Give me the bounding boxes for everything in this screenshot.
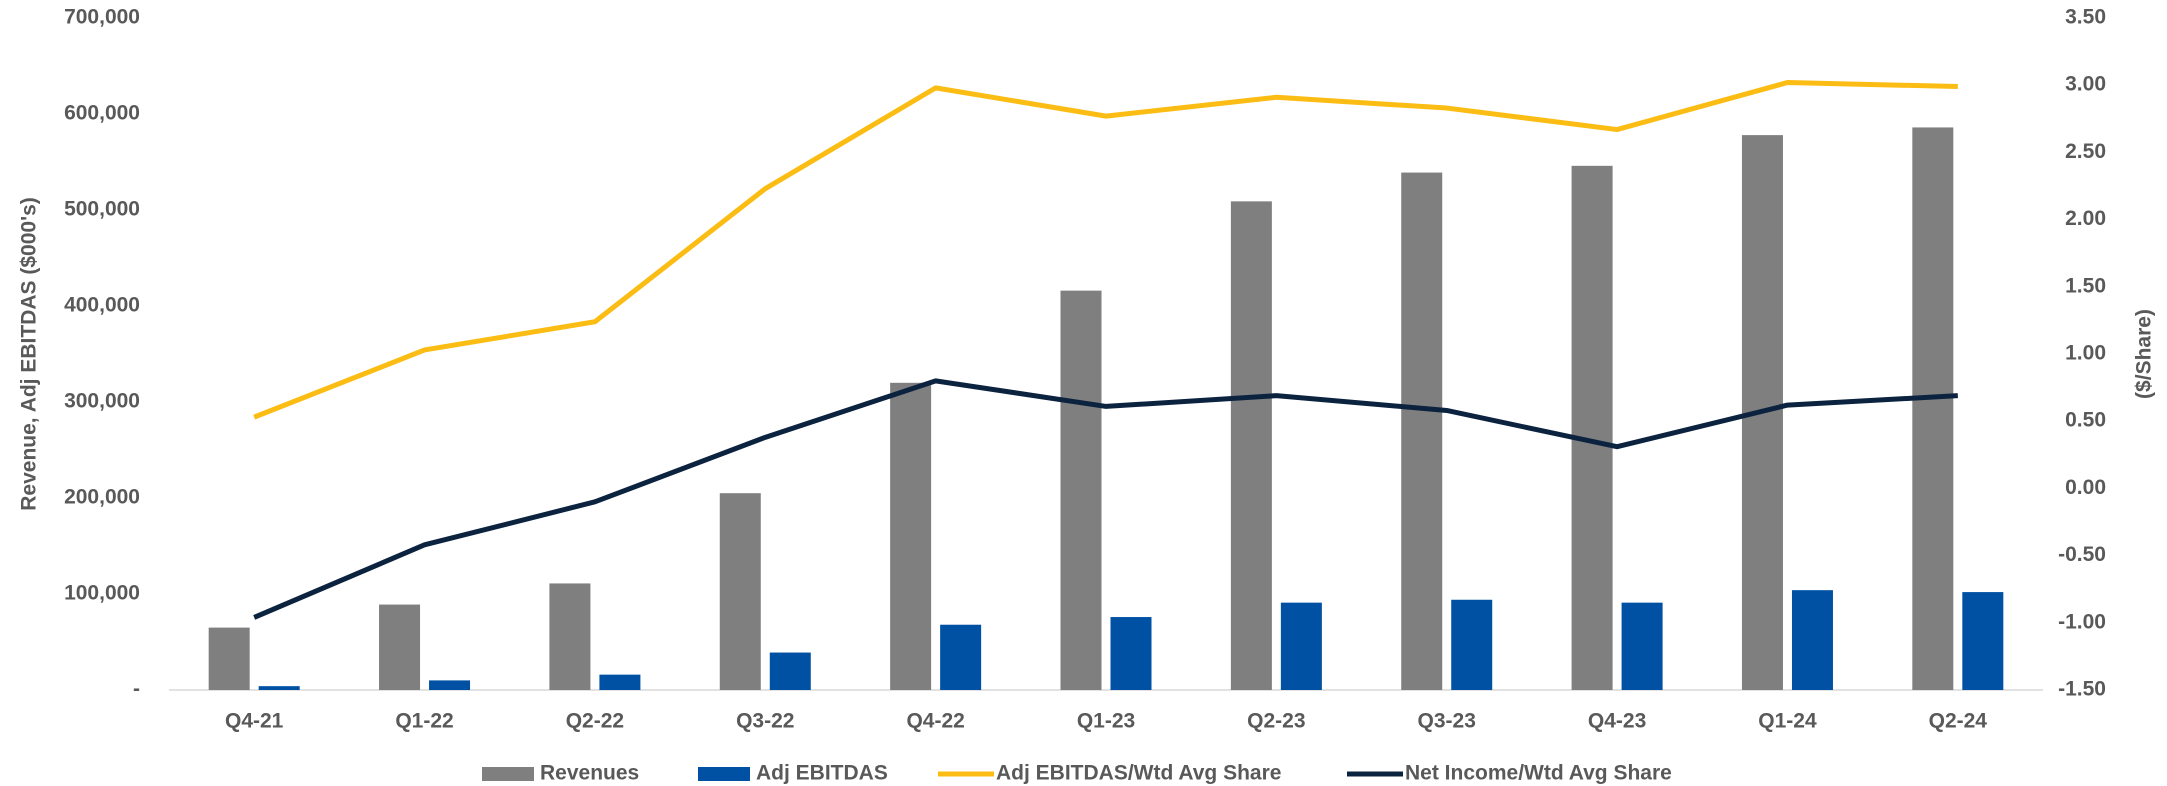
bar	[549, 583, 591, 690]
x-tick-label: Q4-22	[906, 710, 964, 733]
x-tick-label: Q1-24	[1758, 710, 1817, 733]
bar	[258, 686, 300, 690]
bar	[1962, 592, 2004, 690]
x-tick-label: Q2-23	[1247, 710, 1305, 733]
legend-label: Revenues	[540, 762, 639, 785]
legend-label: Net Income/Wtd Avg Share	[1405, 762, 1672, 785]
bar	[429, 680, 471, 690]
bar	[1060, 290, 1102, 690]
line-series	[253, 378, 1958, 620]
bar	[890, 382, 932, 690]
y-tick-label: -	[133, 678, 140, 701]
x-tick-label: Q3-23	[1418, 710, 1476, 733]
y2-tick-label: -1.50	[2058, 678, 2106, 701]
x-tick-label: Q4-21	[225, 710, 284, 733]
line-series	[253, 80, 1958, 420]
bar	[769, 652, 811, 690]
y-tick-label: 300,000	[64, 390, 140, 413]
bar	[1451, 599, 1493, 690]
x-tick-label: Q1-23	[1077, 710, 1135, 733]
y2-tick-label: 0.50	[2065, 409, 2106, 432]
bar	[379, 604, 421, 690]
y-tick-label: 200,000	[64, 486, 140, 509]
y2-axis-title: ($/Share)	[2133, 309, 2156, 399]
bar	[1401, 172, 1443, 690]
x-tick-label: Q4-23	[1588, 710, 1646, 733]
y-tick-label: 100,000	[64, 582, 140, 605]
y2-tick-label: 1.50	[2065, 274, 2106, 297]
y2-tick-label: 1.00	[2065, 342, 2106, 365]
bar	[1230, 201, 1272, 691]
x-tick-label: Q2-22	[566, 710, 624, 733]
bar	[1571, 165, 1613, 691]
y2-tick-label: -0.50	[2058, 543, 2106, 566]
bar	[1791, 590, 1833, 690]
y2-tick-label: -1.00	[2058, 610, 2106, 633]
x-tick-label: Q2-24	[1929, 710, 1988, 733]
x-tick-label: Q1-22	[395, 710, 453, 733]
y2-tick-label: 2.50	[2065, 140, 2106, 163]
legend-label: Adj EBITDAS/Wtd Avg Share	[996, 762, 1281, 785]
bar	[1621, 602, 1663, 690]
bar	[1280, 602, 1322, 690]
y2-tick-label: 0.00	[2065, 476, 2106, 499]
y-tick-label: 700,000	[64, 6, 140, 29]
bar	[940, 624, 982, 690]
y2-tick-label: 3.00	[2065, 73, 2106, 96]
bar	[719, 493, 761, 690]
y2-tick-label: 3.50	[2065, 6, 2106, 29]
y-tick-label: 400,000	[64, 294, 140, 317]
legend-swatch	[698, 767, 750, 781]
y2-tick-label: 2.00	[2065, 207, 2106, 230]
bar	[1110, 617, 1152, 690]
legend-swatch	[482, 767, 534, 781]
y-tick-label: 600,000	[64, 102, 140, 125]
x-tick-label: Q3-22	[736, 710, 794, 733]
bar	[599, 674, 641, 690]
legend-label: Adj EBITDAS	[756, 762, 888, 785]
bar	[1912, 127, 1954, 690]
y-tick-label: 500,000	[64, 198, 140, 221]
y-axis-title: Revenue, Adj EBITDAS ($000's)	[18, 197, 41, 510]
bar	[208, 627, 250, 690]
